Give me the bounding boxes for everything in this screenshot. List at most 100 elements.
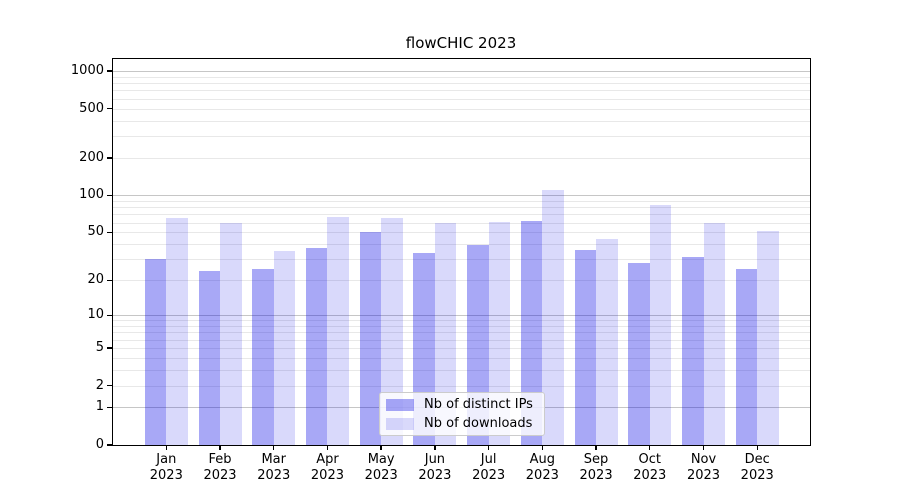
minor-gridline xyxy=(113,214,810,216)
minor-gridline xyxy=(113,120,810,122)
minor-gridline xyxy=(113,158,810,160)
legend-label-downloads: Nb of downloads xyxy=(424,415,533,431)
chart-title: flowCHIC 2023 xyxy=(405,34,517,52)
plot-area: Nb of distinct IPs Nb of downloads xyxy=(112,58,811,446)
bar-downloads-feb xyxy=(220,222,242,445)
major-gridline xyxy=(113,71,810,73)
bar-downloads-oct xyxy=(649,205,672,445)
x-tick-label: Jul 2023 xyxy=(472,452,506,483)
minor-gridline xyxy=(113,320,810,322)
y-tick-mark xyxy=(107,406,112,409)
y-tick-mark xyxy=(107,384,112,387)
x-tick-mark xyxy=(219,445,221,450)
x-tick-label: May 2023 xyxy=(364,452,398,483)
y-tick-label: 50 xyxy=(87,224,104,240)
y-tick-label: 10 xyxy=(87,307,104,323)
major-gridline xyxy=(113,315,810,317)
y-tick-mark xyxy=(107,194,112,196)
bar-downloads-dec xyxy=(757,231,779,445)
x-tick-mark xyxy=(649,445,651,450)
legend-swatch-downloads xyxy=(386,417,414,430)
x-tick-label: Apr 2023 xyxy=(310,452,344,483)
bar-distinct-ips-sep xyxy=(574,249,597,445)
x-tick-label: Oct 2023 xyxy=(633,452,667,483)
bar-downloads-apr xyxy=(327,216,349,445)
x-tick-label: Jan 2023 xyxy=(149,452,183,483)
bar-downloads-sep xyxy=(596,239,618,445)
legend-item-distinct-ips: Nb of distinct IPs xyxy=(386,397,538,413)
y-tick-mark xyxy=(107,444,112,446)
x-tick-label: Sep 2023 xyxy=(579,452,613,483)
x-tick-mark xyxy=(541,445,544,450)
x-tick-mark xyxy=(487,445,490,450)
x-tick-mark xyxy=(165,445,167,450)
x-tick-mark xyxy=(756,445,758,450)
y-tick-mark xyxy=(107,347,112,349)
bar-downloads-mar xyxy=(273,251,296,445)
y-tick-label: 1000 xyxy=(70,63,104,79)
minor-gridline xyxy=(113,385,810,387)
y-tick-label: 0 xyxy=(95,437,104,452)
x-tick-mark xyxy=(273,445,275,450)
bar-distinct-ips-nov xyxy=(682,257,704,445)
x-tick-mark xyxy=(380,445,382,450)
minor-gridline xyxy=(113,259,810,261)
major-gridline xyxy=(113,195,810,197)
minor-gridline xyxy=(113,326,810,328)
y-tick-label: 2 xyxy=(95,377,104,393)
x-tick-label: Dec 2023 xyxy=(740,452,774,483)
legend-swatch-distinct-ips xyxy=(386,398,414,411)
bar-distinct-ips-dec xyxy=(735,268,758,445)
minor-gridline xyxy=(113,98,810,100)
minor-gridline xyxy=(113,348,810,350)
minor-gridline xyxy=(113,232,810,234)
legend-item-downloads: Nb of downloads xyxy=(386,416,538,432)
bar-downloads-jul xyxy=(488,221,511,445)
minor-gridline xyxy=(113,222,810,224)
minor-gridline xyxy=(113,207,810,209)
x-tick-mark xyxy=(702,445,705,450)
y-tick-label: 1 xyxy=(95,399,104,415)
x-tick-label: Nov 2023 xyxy=(686,452,721,483)
y-tick-mark xyxy=(107,279,112,281)
x-tick-label: Aug 2023 xyxy=(525,452,559,483)
bar-distinct-ips-apr xyxy=(305,248,328,445)
x-tick-mark xyxy=(434,445,436,450)
bar-distinct-ips-mar xyxy=(252,268,274,445)
bar-distinct-ips-may xyxy=(359,232,382,445)
bar-downloads-jan xyxy=(166,218,188,445)
bar-downloads-aug xyxy=(542,190,564,445)
x-tick-label: Mar 2023 xyxy=(257,452,291,483)
y-tick-mark xyxy=(107,70,112,72)
legend-label-distinct-ips: Nb of distinct IPs xyxy=(424,396,533,412)
y-tick-mark xyxy=(107,107,112,110)
y-tick-label: 500 xyxy=(79,100,104,116)
minor-gridline xyxy=(113,200,810,202)
bar-distinct-ips-aug xyxy=(520,220,543,445)
y-tick-mark xyxy=(107,231,112,233)
x-tick-mark xyxy=(326,445,329,450)
minor-gridline xyxy=(113,244,810,246)
y-tick-mark xyxy=(107,314,112,316)
minor-gridline xyxy=(113,136,810,138)
minor-gridline xyxy=(113,83,810,85)
minor-gridline xyxy=(113,280,810,282)
x-tick-label: Feb 2023 xyxy=(203,452,237,483)
y-tick-label: 200 xyxy=(79,150,104,166)
legend: Nb of distinct IPs Nb of downloads xyxy=(379,392,545,436)
minor-gridline xyxy=(113,332,810,334)
minor-gridline xyxy=(113,90,810,92)
minor-gridline xyxy=(113,76,810,78)
bar-downloads-jun xyxy=(434,222,457,445)
y-tick-mark xyxy=(107,157,112,159)
y-tick-label: 100 xyxy=(79,187,104,203)
bar-distinct-ips-oct xyxy=(628,262,650,445)
bar-downloads-may xyxy=(381,218,403,445)
x-tick-label: Jun 2023 xyxy=(418,452,452,483)
bar-distinct-ips-jan xyxy=(144,259,167,445)
x-tick-mark xyxy=(595,445,597,450)
minor-gridline xyxy=(113,339,810,341)
bar-distinct-ips-feb xyxy=(198,270,221,445)
minor-gridline xyxy=(113,357,810,359)
minor-gridline xyxy=(113,369,810,371)
